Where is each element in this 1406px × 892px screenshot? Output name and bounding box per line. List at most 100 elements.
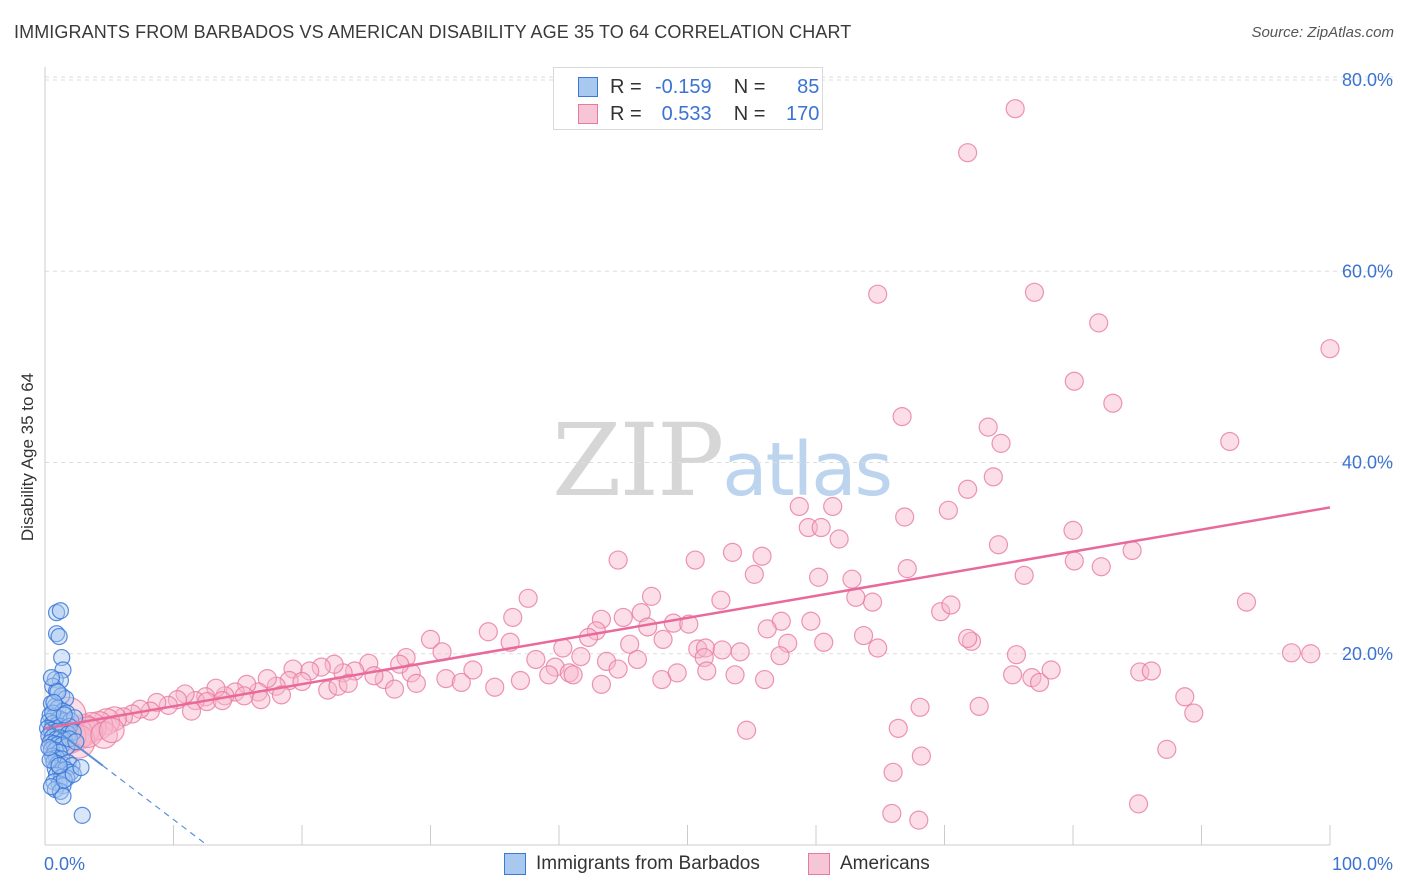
data-point-americans xyxy=(958,479,978,499)
data-point-americans xyxy=(1091,557,1111,577)
data-point-americans xyxy=(737,720,757,740)
data-point-americans xyxy=(1220,431,1240,452)
data-point-americans xyxy=(1184,703,1204,723)
chart-title: IMMIGRANTS FROM BARBADOS VS AMERICAN DIS… xyxy=(14,22,852,42)
trend-line-barbados xyxy=(44,720,104,767)
source-credit: Source: ZipAtlas.com xyxy=(1251,24,1394,41)
data-point-americans xyxy=(978,417,998,437)
data-point-americans xyxy=(983,467,1003,487)
legend-r-label: R = xyxy=(610,75,642,98)
data-point-americans xyxy=(883,762,903,782)
data-point-americans xyxy=(725,665,745,685)
data-point-americans xyxy=(510,670,531,691)
data-point-americans xyxy=(842,569,862,589)
series-americans xyxy=(42,99,1340,830)
data-point-americans xyxy=(814,632,834,652)
data-point-americans xyxy=(711,590,731,610)
data-point-americans xyxy=(1320,339,1340,359)
y-tick-label: 60.0% xyxy=(1342,261,1393,281)
data-point-americans xyxy=(98,717,125,744)
data-point-barbados xyxy=(50,757,68,775)
legend-r-value: -0.159 xyxy=(654,75,712,98)
data-point-americans xyxy=(384,679,405,699)
data-point-americans xyxy=(823,496,843,517)
data-point-americans xyxy=(563,665,583,685)
legend-r-label: R = xyxy=(610,102,642,125)
data-point-americans xyxy=(730,642,750,662)
data-point-americans xyxy=(90,721,118,749)
data-point-americans xyxy=(620,634,640,654)
data-point-americans xyxy=(897,559,917,579)
data-point-americans xyxy=(300,661,320,681)
data-point-americans xyxy=(892,407,912,427)
data-point-americans xyxy=(212,691,232,711)
data-point-americans xyxy=(958,143,978,163)
data-point-americans xyxy=(591,674,612,694)
data-point-barbados xyxy=(72,758,90,777)
x-tick-label-max: 100.0% xyxy=(1332,854,1393,874)
data-point-americans xyxy=(958,628,978,649)
data-point-americans xyxy=(1301,644,1321,664)
data-point-americans xyxy=(613,607,633,628)
data-point-americans xyxy=(1006,645,1027,665)
data-point-americans xyxy=(988,535,1009,555)
data-point-americans xyxy=(808,567,829,587)
legend-swatch-blue xyxy=(578,77,598,97)
data-point-barbados xyxy=(49,683,67,701)
data-point-barbados xyxy=(55,706,73,724)
bottom-legend-swatch-pink xyxy=(808,853,830,875)
data-point-americans xyxy=(485,677,505,697)
data-point-americans xyxy=(608,550,628,570)
correlation-legend: R = -0.159 N = 85 R = 0.533 N = 170 xyxy=(553,67,823,130)
data-point-barbados xyxy=(47,625,66,643)
data-point-americans xyxy=(991,433,1011,453)
data-point-americans xyxy=(571,647,591,667)
data-point-americans xyxy=(526,649,546,670)
trend-line-barbados-extrapolated xyxy=(102,765,208,846)
trend-lines xyxy=(44,506,1331,846)
data-point-americans xyxy=(969,696,989,716)
data-point-americans xyxy=(292,671,312,692)
data-point-americans xyxy=(770,646,790,666)
data-point-americans xyxy=(539,665,559,685)
data-point-americans xyxy=(627,649,647,670)
data-point-barbados xyxy=(67,733,85,751)
data-point-americans xyxy=(608,659,628,679)
data-point-americans xyxy=(436,669,456,689)
data-point-americans xyxy=(909,810,929,830)
axes xyxy=(44,67,1331,846)
data-point-americans xyxy=(752,546,772,566)
data-point-americans xyxy=(478,622,498,642)
data-point-americans xyxy=(801,611,821,631)
data-point-americans xyxy=(1064,371,1084,391)
data-point-barbados xyxy=(41,751,59,769)
data-point-americans xyxy=(175,684,195,704)
bottom-legend-label-americans: Americans xyxy=(840,853,930,874)
data-point-americans xyxy=(829,529,849,549)
data-point-americans xyxy=(631,603,651,623)
data-point-americans xyxy=(1175,687,1195,707)
y-tick-label: 80.0% xyxy=(1342,70,1393,90)
data-point-americans xyxy=(1128,794,1149,814)
data-point-barbados xyxy=(51,602,70,620)
data-point-americans xyxy=(257,669,277,689)
data-point-americans xyxy=(1005,99,1025,119)
legend-r-value: 0.533 xyxy=(661,102,712,125)
data-point-americans xyxy=(1064,551,1084,571)
data-point-americans xyxy=(722,542,743,562)
data-point-barbados xyxy=(50,627,68,646)
data-point-americans xyxy=(697,661,717,681)
data-point-americans xyxy=(553,638,573,658)
data-point-americans xyxy=(941,595,961,615)
data-point-americans xyxy=(712,640,732,660)
data-point-americans xyxy=(1041,660,1061,680)
data-point-americans xyxy=(596,651,617,672)
data-point-americans xyxy=(685,550,705,570)
data-point-americans xyxy=(882,803,902,824)
data-point-americans xyxy=(271,685,292,705)
data-point-americans xyxy=(641,586,662,606)
bottom-legend-americans: Americans xyxy=(808,851,930,877)
data-point-americans xyxy=(911,746,931,766)
bottom-legend-barbados: Immigrants from Barbados xyxy=(504,851,760,877)
data-point-americans xyxy=(695,638,716,658)
